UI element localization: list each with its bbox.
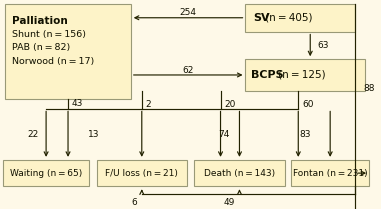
Text: 22: 22 bbox=[27, 130, 38, 139]
Text: 43: 43 bbox=[72, 99, 83, 108]
Text: 83: 83 bbox=[300, 130, 311, 139]
Bar bbox=[245, 4, 355, 32]
Bar bbox=[97, 160, 187, 186]
Text: 62: 62 bbox=[182, 66, 194, 75]
Text: 13: 13 bbox=[88, 130, 100, 139]
Bar bbox=[5, 4, 131, 99]
Text: Fontan (n = 231): Fontan (n = 231) bbox=[293, 169, 368, 178]
Text: 2: 2 bbox=[146, 100, 151, 109]
Bar bbox=[3, 160, 89, 186]
Text: 49: 49 bbox=[223, 198, 234, 207]
Text: 20: 20 bbox=[224, 100, 236, 109]
Bar bbox=[194, 160, 285, 186]
Bar bbox=[291, 160, 369, 186]
Text: Waiting (n = 65): Waiting (n = 65) bbox=[10, 169, 82, 178]
Text: (n = 125): (n = 125) bbox=[276, 70, 326, 80]
Text: 60: 60 bbox=[302, 100, 314, 109]
Bar bbox=[245, 59, 365, 91]
Text: (n = 405): (n = 405) bbox=[263, 13, 313, 23]
Text: 254: 254 bbox=[179, 8, 197, 17]
Text: 74: 74 bbox=[219, 130, 230, 139]
Text: SV: SV bbox=[253, 13, 270, 23]
Text: BCPS: BCPS bbox=[251, 70, 284, 80]
Text: Death (n = 143): Death (n = 143) bbox=[204, 169, 275, 178]
Text: 63: 63 bbox=[317, 41, 329, 50]
Text: Palliation: Palliation bbox=[12, 16, 68, 26]
Text: 88: 88 bbox=[363, 84, 375, 93]
Text: F/U loss (n = 21): F/U loss (n = 21) bbox=[106, 169, 178, 178]
Text: Norwood (n = 17): Norwood (n = 17) bbox=[12, 57, 94, 66]
Text: 6: 6 bbox=[131, 198, 137, 207]
Text: PAB (n = 82): PAB (n = 82) bbox=[12, 43, 70, 52]
Text: Shunt (n = 156): Shunt (n = 156) bbox=[12, 30, 86, 39]
